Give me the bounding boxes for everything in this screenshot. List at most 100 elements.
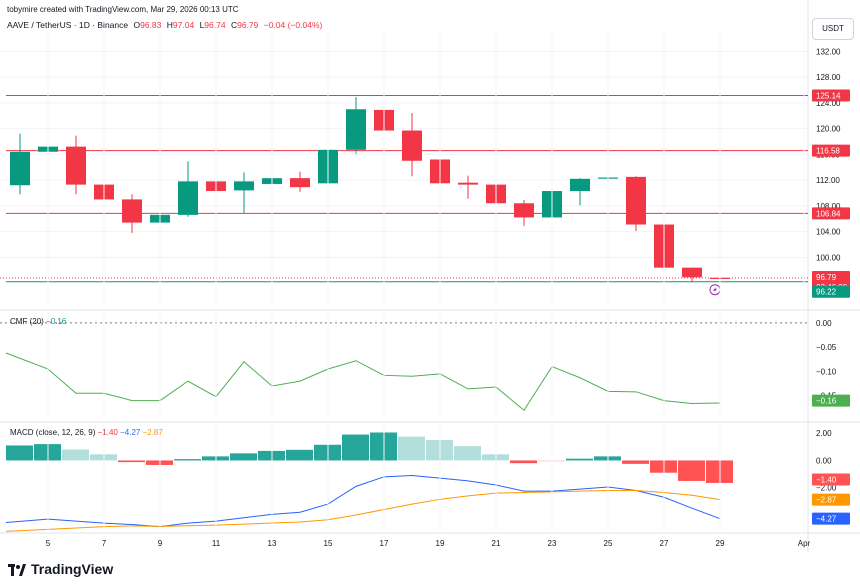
macd-histogram-bar bbox=[454, 446, 481, 461]
level-price-tag-bg bbox=[812, 89, 850, 102]
time-tick-label: 19 bbox=[436, 539, 445, 548]
macd-histogram-bar bbox=[286, 449, 313, 461]
level-price-tag: 106.84 bbox=[812, 207, 850, 220]
cmf-title: CMF (20) bbox=[10, 317, 44, 326]
level-price-tag-bg bbox=[812, 144, 850, 157]
macd-hist-value: −1.40 bbox=[97, 428, 118, 437]
candle-down bbox=[402, 130, 422, 161]
level-price-tag: 116.58 bbox=[812, 144, 850, 157]
last-price-value: 96.79 bbox=[816, 273, 837, 282]
macd-tick-label: 2.00 bbox=[816, 429, 832, 438]
level-price-tag-text: 106.84 bbox=[816, 209, 841, 218]
level-price-tag-text: 125.14 bbox=[816, 91, 841, 100]
cmf-value: −0.16 bbox=[46, 317, 67, 326]
time-tick-label: 23 bbox=[548, 539, 557, 548]
price-tick-label: 108.00 bbox=[816, 202, 841, 211]
macd-signal-tag-text: −2.87 bbox=[816, 496, 837, 505]
macd-histogram-bar bbox=[510, 460, 537, 464]
macd-line-value: −4.27 bbox=[120, 428, 141, 437]
price-tick-label: 124.00 bbox=[816, 99, 841, 108]
price-tick-label: 104.00 bbox=[816, 228, 841, 237]
macd-tick-label: −2.00 bbox=[816, 484, 837, 493]
candle-up bbox=[346, 109, 366, 150]
price-tick-label: 100.00 bbox=[816, 253, 841, 262]
time-tick-label: Apr bbox=[798, 539, 811, 548]
macd-histogram-bar bbox=[174, 459, 201, 461]
time-tick-label: 21 bbox=[492, 539, 501, 548]
macd-tick-label: 0.00 bbox=[816, 456, 832, 465]
macd-histogram-bar bbox=[342, 434, 369, 461]
cmf-tick-label: 0.00 bbox=[816, 319, 832, 328]
macd-histogram-bar bbox=[62, 449, 89, 461]
macd-histogram-bar bbox=[230, 453, 257, 461]
level-price-tag: 125.14 bbox=[812, 89, 850, 102]
macd-line bbox=[5, 474, 721, 528]
alert-lightning-bolt-icon bbox=[713, 286, 717, 293]
macd-line-tag-bg bbox=[812, 512, 850, 525]
time-tick-label: 25 bbox=[604, 539, 613, 548]
macd-signal-value: −2.87 bbox=[142, 428, 163, 437]
time-tick-label: 5 bbox=[46, 539, 51, 548]
high-label: H bbox=[166, 20, 173, 30]
created-by-text: tobymire created with TradingView.com, M… bbox=[7, 5, 239, 14]
macd-histogram-bar bbox=[622, 460, 649, 464]
macd-legend[interactable]: MACD (close, 12, 26, 9) −1.40 −4.27 −2.8… bbox=[10, 428, 163, 437]
symbol-name[interactable]: AAVE / TetherUS · 1D · Binance bbox=[7, 20, 129, 30]
close-value: 96.79 bbox=[237, 20, 259, 30]
macd-title: MACD (close, 12, 26, 9) bbox=[10, 428, 96, 437]
change-value: −0.04 (−0.04%) bbox=[263, 20, 323, 30]
candle-down bbox=[66, 146, 86, 185]
macd-signal-line bbox=[5, 489, 721, 532]
time-tick-label: 13 bbox=[268, 539, 277, 548]
macd-signal-tag-bg bbox=[812, 493, 850, 506]
macd-histogram-bar bbox=[118, 460, 145, 463]
low-price-tag: 96.22 bbox=[812, 285, 850, 298]
cmf-tick-label: −0.05 bbox=[816, 343, 837, 352]
time-tick-label: 11 bbox=[212, 539, 221, 548]
price-tick-label: 120.00 bbox=[816, 125, 841, 134]
macd-signal-tag: −2.87 bbox=[812, 493, 850, 506]
macd-hist-tag: −1.40 bbox=[812, 473, 850, 486]
currency-button[interactable]: USDT bbox=[812, 18, 854, 40]
open-value: 96.83 bbox=[140, 20, 162, 30]
macd-histogram-bar bbox=[566, 458, 593, 461]
cmf-value-tag-bg bbox=[812, 394, 850, 407]
macd-line-tag-text: −4.27 bbox=[816, 515, 837, 524]
candle-down bbox=[514, 203, 534, 218]
close-label: C bbox=[230, 20, 238, 30]
macd-histogram-bar bbox=[398, 436, 425, 461]
macd-hist-tag-text: −1.40 bbox=[816, 476, 837, 485]
macd-histogram-bar bbox=[6, 445, 33, 461]
low-value: 96.74 bbox=[204, 20, 226, 30]
open-label: O bbox=[133, 20, 141, 30]
cmf-series-line bbox=[5, 352, 721, 412]
low-label: L bbox=[199, 20, 205, 30]
macd-hist-tag-bg bbox=[812, 473, 850, 486]
candle-up bbox=[178, 181, 198, 215]
cmf-value-tag: −0.16 bbox=[812, 394, 850, 407]
time-tick-label: 7 bbox=[102, 539, 107, 548]
candle-up bbox=[234, 181, 254, 191]
cmf-legend[interactable]: CMF (20) −0.16 bbox=[10, 317, 66, 326]
candle-up bbox=[570, 178, 590, 192]
level-price-tag-bg bbox=[812, 207, 850, 220]
candle-down bbox=[458, 182, 478, 185]
candle-down bbox=[682, 267, 702, 278]
tradingview-logo-icon bbox=[8, 563, 26, 576]
time-tick-label: 15 bbox=[324, 539, 333, 548]
candle-up bbox=[10, 151, 30, 186]
legend-ohlc[interactable]: AAVE / TetherUS · 1D · Binance O96.83 H 9… bbox=[7, 20, 325, 30]
price-tick-label: 128.00 bbox=[816, 73, 841, 82]
brand-name: TradingView bbox=[31, 561, 114, 577]
time-tick-label: 29 bbox=[716, 539, 725, 548]
candle-down bbox=[122, 199, 142, 223]
low-price-tag-text: 96.22 bbox=[816, 288, 837, 297]
tradingview-brand[interactable]: TradingView bbox=[8, 561, 113, 577]
cmf-tick-label: −0.10 bbox=[816, 367, 837, 376]
time-tick-label: 27 bbox=[660, 539, 669, 548]
macd-histogram-bar bbox=[678, 460, 705, 481]
time-tick-label: 9 bbox=[158, 539, 163, 548]
macd-line-tag: −4.27 bbox=[812, 512, 850, 525]
